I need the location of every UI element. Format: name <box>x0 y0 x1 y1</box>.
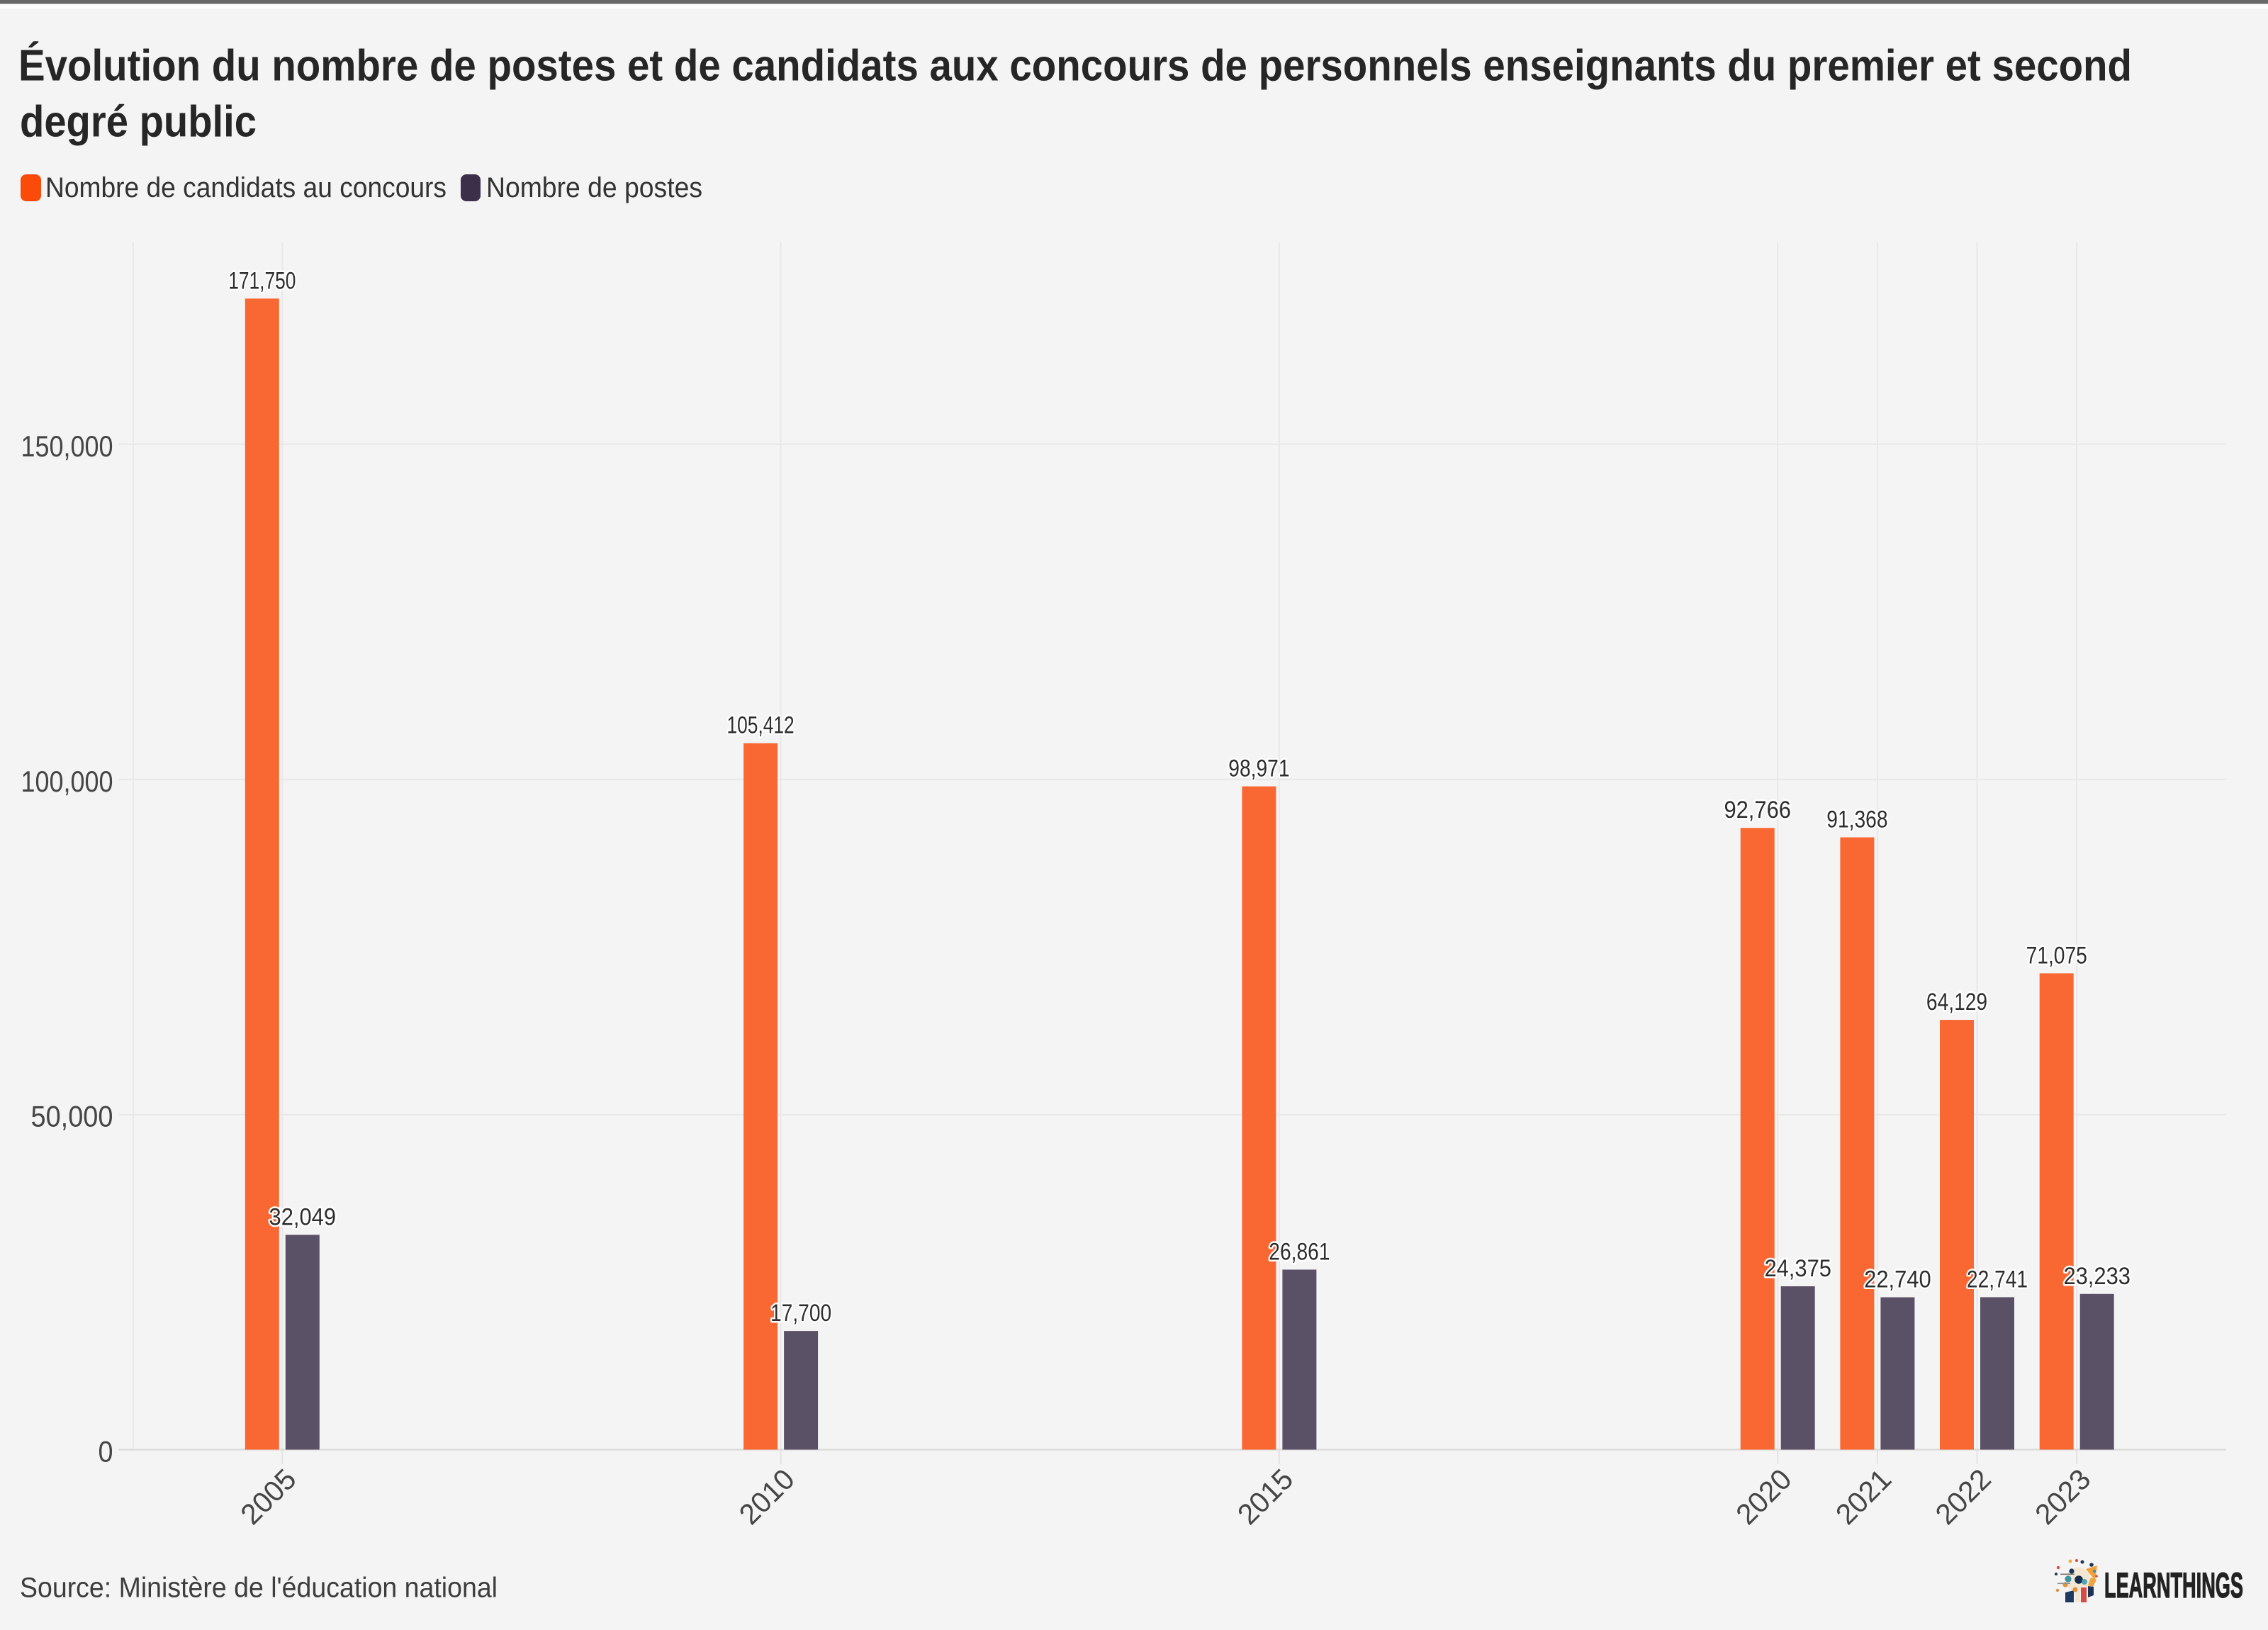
svg-text:LEARNTHINGS: LEARNTHINGS <box>2104 1566 2243 1605</box>
svg-text:23,233: 23,233 <box>2063 1263 2131 1290</box>
svg-text:22,740: 22,740 <box>1864 1266 1931 1293</box>
svg-text:150,000: 150,000 <box>21 429 113 463</box>
svg-text:98,971: 98,971 <box>1228 755 1289 782</box>
svg-text:22,741: 22,741 <box>1967 1266 2028 1293</box>
svg-text:Source: Ministère de l'éducati: Source: Ministère de l'éducation nationa… <box>20 1573 498 1604</box>
svg-text:0: 0 <box>99 1435 113 1468</box>
svg-text:171,750: 171,750 <box>228 267 296 294</box>
svg-text:105,412: 105,412 <box>727 712 795 739</box>
svg-text:100,000: 100,000 <box>21 765 113 798</box>
svg-text:50,000: 50,000 <box>31 1100 113 1133</box>
svg-text:Nombre de candidats au concour: Nombre de candidats au concours <box>45 172 447 203</box>
svg-text:Évolution du nombre de postes: Évolution du nombre de postes et de cand… <box>18 42 2132 91</box>
svg-text:32,049: 32,049 <box>269 1203 337 1230</box>
svg-text:91,368: 91,368 <box>1826 806 1887 833</box>
svg-text:24,375: 24,375 <box>1764 1255 1831 1282</box>
svg-text:17,700: 17,700 <box>770 1300 831 1327</box>
svg-text:71,075: 71,075 <box>2026 942 2087 969</box>
svg-text:degré public: degré public <box>20 98 257 147</box>
svg-text:Nombre de postes: Nombre de postes <box>486 172 702 203</box>
svg-text:92,766: 92,766 <box>1724 797 1791 824</box>
svg-text:26,861: 26,861 <box>1269 1239 1330 1266</box>
svg-text:64,129: 64,129 <box>1926 989 1987 1016</box>
